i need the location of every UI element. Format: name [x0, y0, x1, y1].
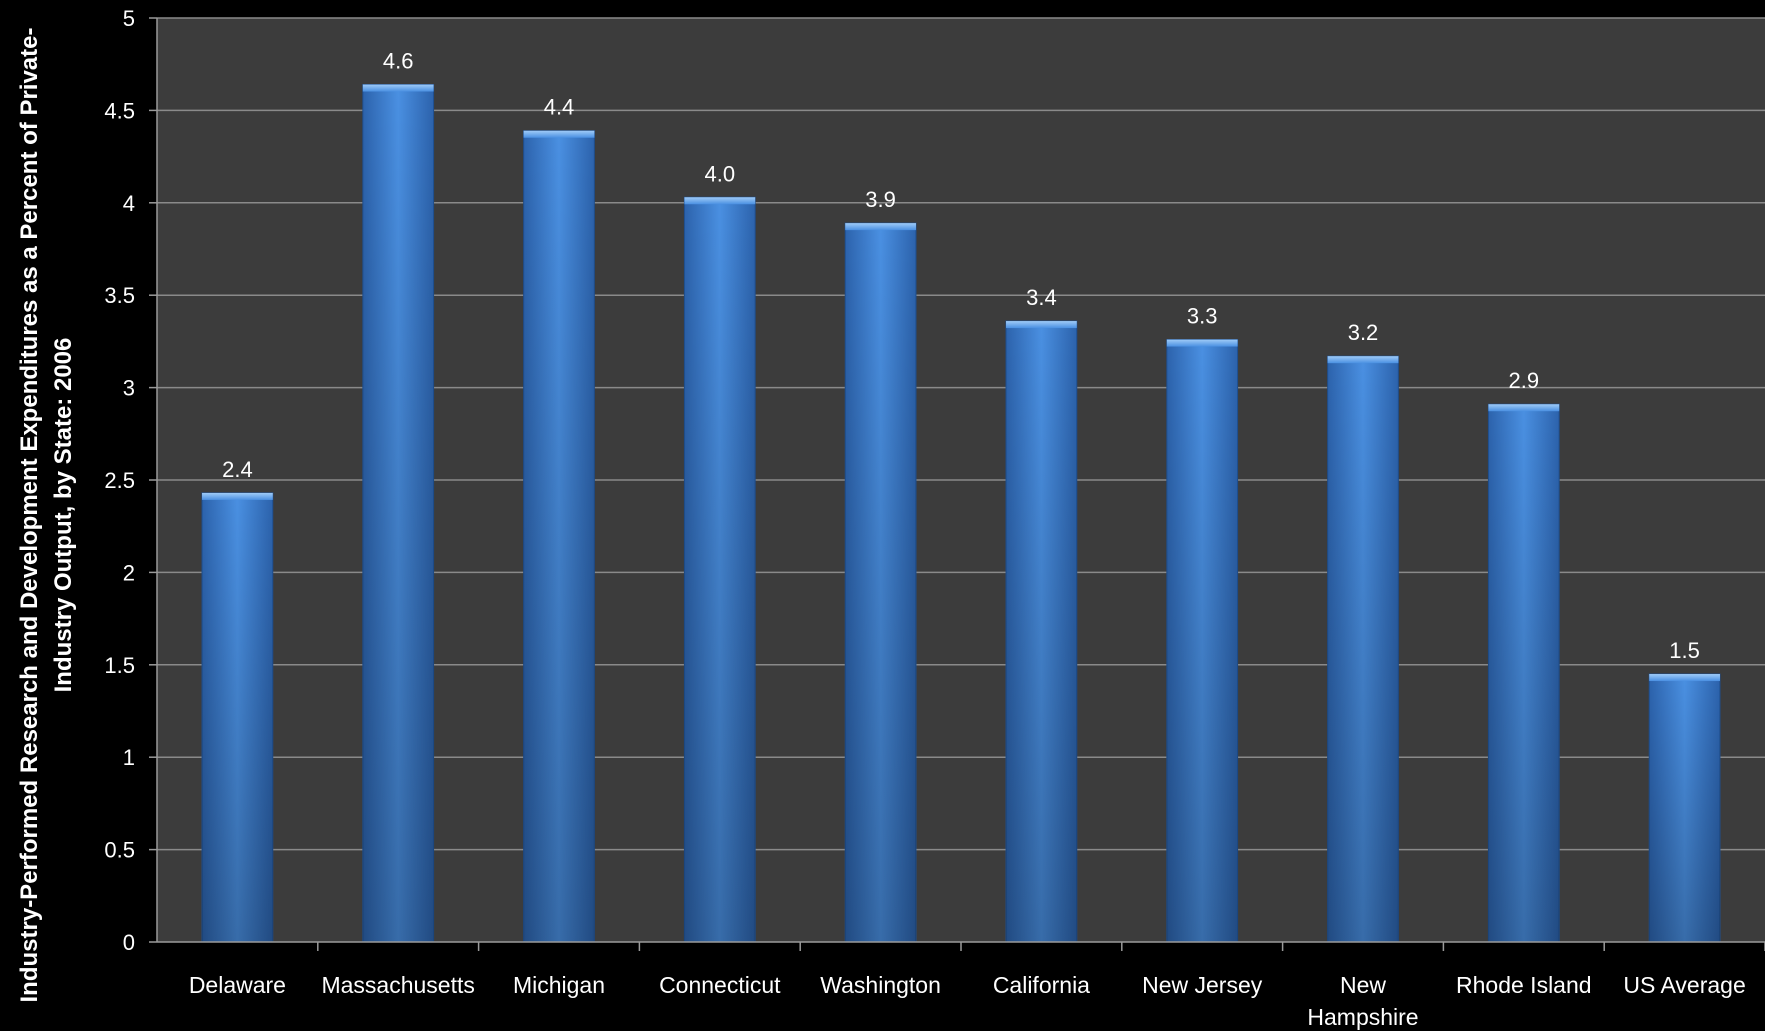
y-tick-label: 3	[123, 376, 135, 401]
bar-group	[1166, 339, 1239, 943]
data-label: 4.0	[705, 161, 736, 186]
bar-cap	[684, 197, 756, 205]
y-tick-label: 2	[123, 560, 135, 585]
y-tick-label: 0.5	[104, 838, 135, 863]
bar-group	[1327, 355, 1399, 943]
bar-shade	[1488, 404, 1560, 942]
y-tick-label: 1.5	[104, 653, 135, 678]
axes	[149, 17, 1765, 951]
y-tick-label: 1	[123, 745, 135, 770]
labels: 0 0.5 1 1.5 2 2.5 3 3.5 4 4.5 5 2.4 Delaware 4.6 Massa…	[16, 6, 1746, 1030]
category-label: California	[993, 972, 1090, 998]
bar-shade	[1006, 321, 1077, 942]
bar-group	[1648, 673, 1721, 943]
category-label: Massachusetts	[321, 972, 474, 998]
y-tick-label: 4	[123, 191, 135, 216]
bar-shade	[523, 130, 595, 942]
bar-cap	[1006, 321, 1077, 329]
bar-shade	[845, 223, 916, 943]
bars	[201, 84, 1721, 943]
y-tick-label: 2.5	[104, 468, 135, 493]
data-label: 3.3	[1187, 304, 1218, 329]
category-label: New Jersey	[1142, 972, 1263, 998]
bar-cap	[1166, 339, 1238, 347]
bar-shade	[1166, 339, 1238, 942]
data-label: 1.5	[1669, 638, 1700, 663]
bar-shade	[1649, 674, 1720, 942]
data-label: 2.4	[222, 457, 253, 482]
bar-cap	[523, 130, 595, 138]
bar-group	[201, 492, 274, 943]
category-label: Washington	[820, 972, 941, 998]
category-label: Delaware	[189, 972, 286, 998]
bar-group	[844, 222, 917, 943]
data-label: 3.2	[1348, 320, 1379, 345]
bar-cap	[1649, 674, 1720, 682]
bar-shade	[202, 492, 273, 942]
category-label: US Average	[1623, 972, 1745, 998]
bar-shade	[684, 197, 756, 943]
bar-group	[1487, 403, 1560, 943]
bar-cap	[1488, 404, 1560, 412]
data-label: 2.9	[1509, 368, 1540, 393]
bar-group	[362, 84, 435, 943]
bar-group	[683, 196, 756, 943]
bar-cap	[1327, 356, 1399, 364]
y-tick-label: 4.5	[104, 98, 135, 123]
bar-shade	[1327, 356, 1399, 943]
category-label: Connecticut	[659, 972, 781, 998]
bar-shade	[362, 84, 434, 942]
bar-cap	[202, 492, 273, 500]
category-label: New Hampshire	[1307, 972, 1418, 1030]
bar-cap	[845, 223, 916, 231]
data-label: 4.6	[383, 49, 414, 74]
y-axis-title: Industry-Performed Research and Developm…	[16, 28, 77, 1003]
y-tick-label: 3.5	[104, 283, 135, 308]
data-label: 4.4	[544, 95, 575, 120]
category-label: Michigan	[513, 972, 605, 998]
y-tick-label: 0	[123, 930, 135, 955]
bar-cap	[362, 84, 434, 92]
data-label: 3.9	[865, 187, 896, 212]
bar-group	[523, 130, 595, 943]
category-label: Rhode Island	[1456, 972, 1592, 998]
bar-group	[1005, 320, 1078, 943]
data-label: 3.4	[1026, 285, 1057, 310]
y-tick-label: 5	[123, 6, 135, 31]
